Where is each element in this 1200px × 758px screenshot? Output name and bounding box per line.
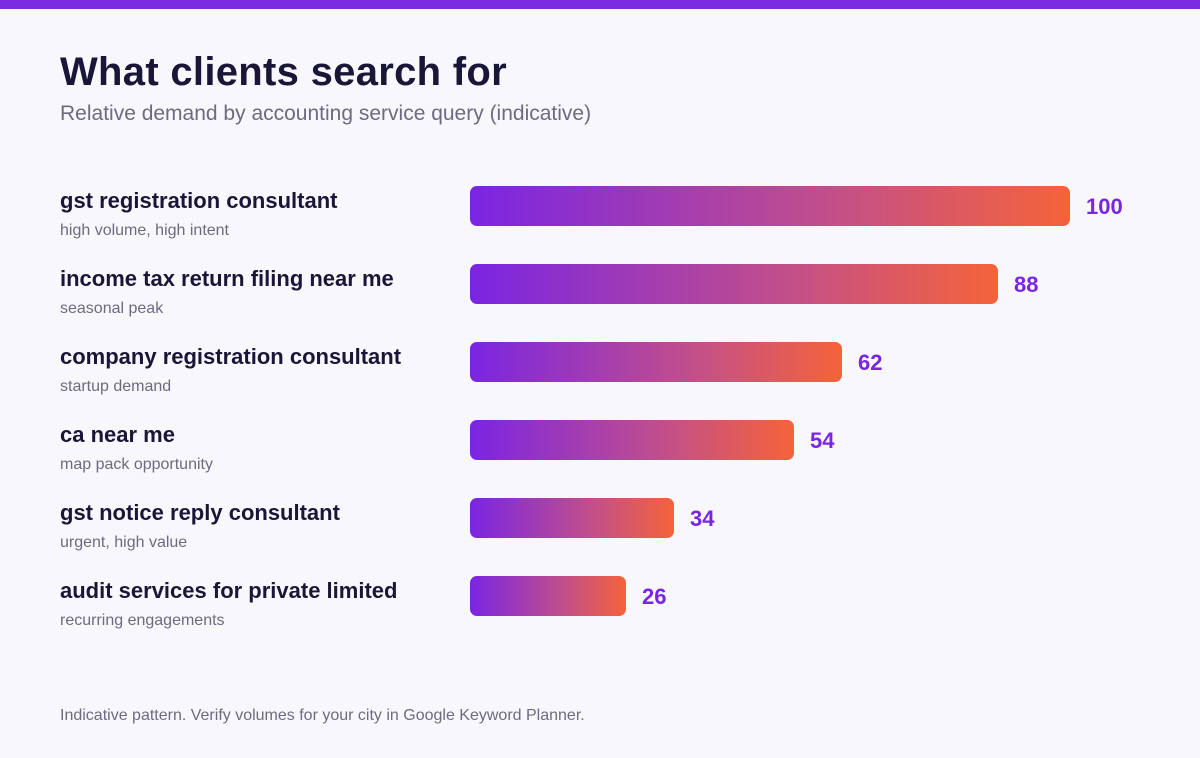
category-note: startup demand	[60, 378, 172, 395]
category-label: income tax return filing near me	[60, 266, 394, 291]
bar-value-label: 100	[1086, 194, 1123, 219]
bar-value-label: 34	[690, 506, 715, 531]
top-accent-bar	[0, 0, 1200, 9]
category-note: recurring engagements	[60, 612, 225, 629]
category-note: seasonal peak	[60, 300, 164, 317]
bar-value-label: 88	[1014, 272, 1039, 297]
bar-row: company registration consultant startup d…	[0, 342, 1200, 420]
bar-row: gst notice reply consultant urgent, high …	[0, 498, 1200, 576]
chart-title: What clients search for	[60, 50, 508, 94]
bar	[470, 186, 1070, 226]
bar	[470, 264, 998, 304]
bar-row: income tax return filing near me seasonal…	[0, 264, 1200, 342]
category-label: gst registration consultant	[60, 188, 338, 213]
chart-subtitle: Relative demand by accounting service qu…	[60, 102, 592, 125]
bar	[470, 342, 842, 382]
category-label: audit services for private limited	[60, 578, 398, 603]
bar-value-label: 54	[810, 428, 835, 453]
category-note: urgent, high value	[60, 534, 188, 551]
bar	[470, 420, 794, 460]
bar-value-label: 26	[642, 584, 667, 609]
category-note: map pack opportunity	[60, 456, 213, 473]
category-label: company registration consultant	[60, 344, 402, 369]
bar	[470, 576, 626, 616]
footnote: Indicative pattern. Verify volumes for y…	[60, 707, 585, 724]
bar-value-label: 62	[858, 350, 883, 375]
bar-row: gst registration consultant high volume, …	[0, 186, 1200, 264]
category-note: high volume, high intent	[60, 222, 229, 239]
category-label: gst notice reply consultant	[60, 500, 340, 525]
bar	[470, 498, 674, 538]
bar-row: ca near me map pack opportunity 54	[0, 420, 1200, 498]
category-label: ca near me	[60, 422, 175, 447]
bar-row: audit services for private limited recurr…	[0, 576, 1200, 654]
